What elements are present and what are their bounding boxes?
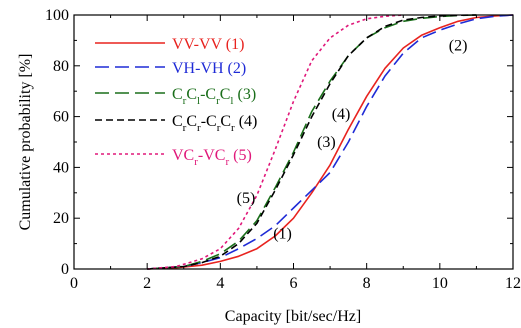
plot-frame [73,14,514,270]
legend-label-3: CrCl-CrCl (3) [172,86,256,107]
legend-text: (3) [233,86,256,103]
legend-subscript: r [231,122,235,134]
legend-subscript: r [225,156,229,168]
annotation-layer: (2) (4) (3) (5) (1) [237,38,468,243]
legend-text: C [172,86,183,103]
legend-subscript: r [194,156,198,168]
legend-subscript: l [197,95,200,107]
legend-subscript: r [217,122,221,134]
curve-annotation: (1) [273,226,292,243]
series-line-5 [147,14,404,270]
x-tick-label: 4 [216,275,224,292]
curve-annotation: (5) [237,190,256,207]
x-axis-title: Capacity [bit/sec/Hz] [225,308,361,325]
legend-subscript: r [183,122,187,134]
x-tick-label: 12 [505,275,521,292]
legend-subscript: r [197,122,201,134]
legend-text: C [186,86,197,103]
legend-text: -VC [198,147,226,164]
y-tick-label: 0 [61,261,69,278]
legend-label-2: VH-VH (2) [172,60,246,77]
legend-label-5: VCr-VCr (5) [172,147,252,168]
series-line-3 [147,14,477,270]
legend-subscript: l [230,95,233,107]
legend-text: C [220,86,231,103]
series-line-1 [147,14,514,270]
curve-annotation: (2) [449,38,468,55]
legend-subscript: r [183,95,187,107]
x-tick-label: 0 [70,275,78,292]
legend-text: VH-VH (2) [172,60,246,77]
x-tick-label: 8 [363,275,371,292]
legend-text: VV-VV (1) [172,36,244,53]
legend-text: VC [172,147,194,164]
y-tick-label: 100 [45,7,69,24]
x-tick-label: 10 [432,275,448,292]
x-tick-label: 6 [290,275,298,292]
legend-text: C [172,113,183,130]
legend-text: C [220,113,231,130]
y-tick-label: 80 [53,58,69,75]
legend: VV-VV (1)VH-VH (2)CrCl-CrCl (3)CrCr-CrCr… [95,36,257,168]
legend-label-1: VV-VV (1) [172,36,244,53]
y-tick-label: 40 [53,159,69,176]
series-layer [147,14,514,270]
curve-annotation: (3) [317,134,336,151]
legend-text: -C [201,113,217,130]
legend-text: C [186,113,197,130]
legend-text: -C [200,86,216,103]
legend-label-4: CrCr-CrCr (4) [172,113,257,134]
series-line-4 [147,14,477,270]
y-axis-title: Cumulative probability [%] [17,54,34,231]
legend-subscript: r [216,95,220,107]
legend-text: (5) [229,147,252,164]
legend-text: (4) [235,113,258,130]
y-tick-label: 60 [53,109,69,126]
x-tick-label: 2 [143,275,151,292]
y-tick-label: 20 [53,210,69,227]
ticks-layer: 0 2 4 6 8 10 12 0 20 40 60 80 100 [45,7,521,292]
curve-annotation: (4) [332,106,351,123]
series-line-2 [147,14,514,270]
